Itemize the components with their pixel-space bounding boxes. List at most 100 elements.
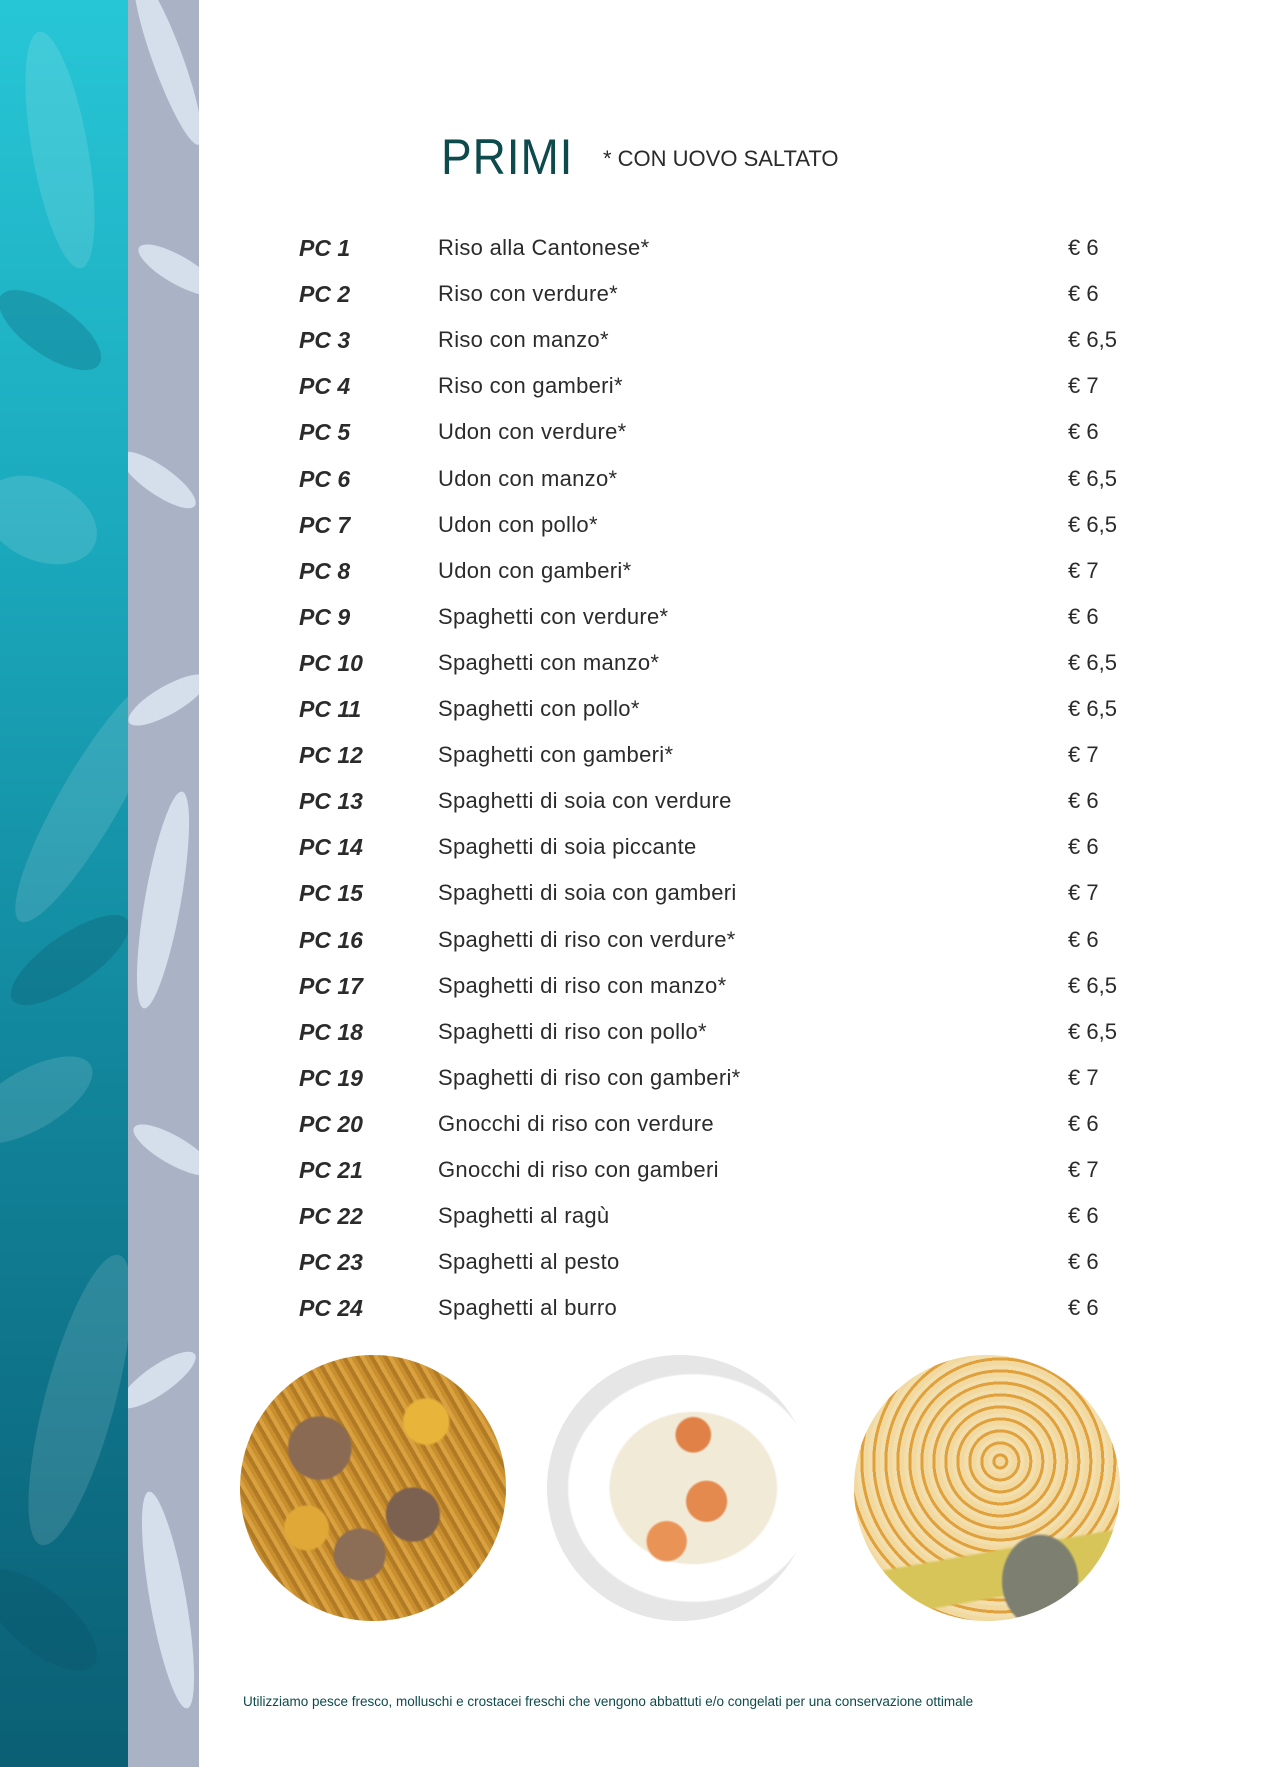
menu-item: PC 24 Spaghetti al burro € 6 (0, 1285, 1282, 1331)
menu-item-name: Spaghetti con pollo* (438, 696, 640, 721)
menu-item: PC 2 Riso con verdure* € 6 (0, 271, 1282, 317)
menu-item-code: PC 1 (299, 235, 351, 261)
menu-item-name: Spaghetti con manzo* (438, 649, 660, 675)
menu-item-price: € 7 (1068, 880, 1099, 906)
menu-item-name: Udon con gamberi* (438, 557, 632, 583)
menu-item: PC 1 Riso alla Cantonese* € 6 (0, 225, 1282, 271)
menu-item-price: € 6,5 (1068, 327, 1117, 353)
menu-item-name: Spaghetti con verdure* (438, 603, 669, 629)
menu-item: PC 12 Spaghetti con gamberi* € 7 (0, 732, 1282, 778)
menu-item-name: Riso con manzo* (438, 327, 609, 353)
menu-item-code: PC 8 (299, 557, 351, 584)
menu-item-code: PC 3 (299, 327, 351, 354)
menu-item-code: PC 18 (299, 1018, 363, 1045)
menu-item-price: € 7 (1068, 1064, 1099, 1090)
menu-item-name: Spaghetti di riso con gamberi* (438, 1064, 741, 1090)
menu-item-price: € 6 (1068, 281, 1099, 307)
menu-item-code: PC 23 (299, 1249, 363, 1276)
menu-item-name: Spaghetti di soia con verdure (438, 788, 732, 814)
dish-photo-udon-seafood (854, 1355, 1120, 1621)
menu-item-price: € 6 (1068, 419, 1099, 445)
menu-item: PC 3 Riso con manzo* € 6,5 (0, 317, 1282, 363)
menu-item-code: PC 4 (299, 373, 351, 400)
decorative-leaf-strip-teal (0, 0, 128, 1767)
menu-item: PC 9 Spaghetti con verdure* € 6 (0, 594, 1282, 640)
menu-item-price: € 6 (1068, 1110, 1099, 1136)
menu-item-name: Udon con verdure* (438, 419, 627, 445)
menu-item: PC 13 Spaghetti di soia con verdure € 6 (0, 778, 1282, 824)
footer-note: Utilizziamo pesce fresco, molluschi e cr… (243, 1694, 974, 1709)
dish-photo-noodles-beef (240, 1355, 506, 1621)
menu-item-price: € 6 (1068, 1249, 1099, 1275)
menu-item-name: Spaghetti al burro (438, 1295, 618, 1321)
menu-item: PC 21 Gnocchi di riso con gamberi € 7 (0, 1147, 1282, 1193)
leaf-pattern-icon (128, 0, 199, 1709)
menu-item: PC 17 Spaghetti di riso con manzo* € 6,5 (0, 963, 1282, 1009)
menu-item: PC 5 Udon con verdure* € 6 (0, 409, 1282, 455)
menu-item-code: PC 11 (299, 696, 362, 722)
menu-item-name: Spaghetti di soia piccante (438, 834, 697, 860)
menu-item-code: PC 16 (299, 926, 363, 953)
menu-item-price: € 6 (1068, 926, 1099, 952)
menu-item-code: PC 21 (299, 1157, 363, 1183)
menu-item-name: Spaghetti al pesto (438, 1249, 620, 1275)
menu-item-code: PC 20 (299, 1110, 363, 1137)
menu-item-code: PC 7 (299, 511, 351, 538)
menu-item-price: € 6 (1068, 235, 1099, 260)
menu-item-name: Gnocchi di riso con gamberi (438, 1157, 719, 1182)
menu-item-name: Udon con manzo* (438, 465, 618, 491)
menu-item: PC 11 Spaghetti con pollo* € 6,5 (0, 686, 1282, 732)
menu-item-price: € 6,5 (1068, 465, 1117, 491)
menu-item-price: € 6 (1068, 788, 1099, 814)
menu-item-price: € 6 (1068, 1203, 1099, 1229)
menu-item: PC 15 Spaghetti di soia con gamberi € 7 (0, 870, 1282, 916)
page-title: PRIMI (441, 129, 574, 185)
menu-item-price: € 7 (1068, 1157, 1099, 1182)
menu-item-code: PC 19 (299, 1064, 363, 1091)
menu-item: PC 23 Spaghetti al pesto € 6 (0, 1239, 1282, 1285)
menu-item-name: Riso con verdure* (438, 281, 618, 307)
leaf-pattern-icon (0, 31, 128, 1671)
menu-item-code: PC 24 (299, 1295, 363, 1322)
menu-item: PC 7 Udon con pollo* € 6,5 (0, 502, 1282, 548)
menu-item-price: € 6,5 (1068, 696, 1117, 721)
menu-item: PC 14 Spaghetti di soia piccante € 6 (0, 824, 1282, 870)
menu-item-name: Spaghetti al ragù (438, 1203, 610, 1229)
menu-item-price: € 7 (1068, 742, 1099, 768)
menu-item: PC 19 Spaghetti di riso con gamberi* € 7 (0, 1055, 1282, 1101)
menu-item-price: € 6,5 (1068, 649, 1117, 675)
menu-item-code: PC 17 (299, 972, 363, 999)
menu-item-name: Riso con gamberi* (438, 373, 623, 399)
menu-item-name: Spaghetti di riso con verdure* (438, 926, 736, 952)
menu-item-price: € 7 (1068, 557, 1099, 583)
menu-item-code: PC 22 (299, 1203, 363, 1230)
menu-item-name: Spaghetti con gamberi* (438, 742, 674, 768)
menu-item-name: Gnocchi di riso con verdure (438, 1110, 714, 1136)
menu-item-code: PC 2 (299, 281, 351, 308)
egg-note: * CON UOVO SALTATO (603, 146, 839, 171)
menu-item-name: Udon con pollo* (438, 511, 598, 537)
menu-item: PC 18 Spaghetti di riso con pollo* € 6,5 (0, 1009, 1282, 1055)
decorative-leaf-strip-grey (128, 0, 199, 1767)
menu-item: PC 16 Spaghetti di riso con verdure* € 6 (0, 917, 1282, 963)
dish-photo-shrimp-gnocchi (547, 1355, 813, 1621)
menu-item-price: € 6 (1068, 1295, 1099, 1321)
menu-item-price: € 6,5 (1068, 511, 1117, 537)
menu-item-name: Spaghetti di riso con manzo* (438, 972, 727, 998)
menu-item-code: PC 5 (299, 419, 351, 446)
menu-item-code: PC 13 (299, 788, 363, 815)
menu-item-code: PC 10 (299, 649, 363, 676)
menu-item: PC 8 Udon con gamberi* € 7 (0, 548, 1282, 594)
menu-item-price: € 6,5 (1068, 1018, 1117, 1044)
menu-item-code: PC 14 (299, 834, 363, 861)
menu-item: PC 22 Spaghetti al ragù € 6 (0, 1193, 1282, 1239)
menu-item: PC 20 Gnocchi di riso con verdure € 6 (0, 1101, 1282, 1147)
menu-item: PC 10 Spaghetti con manzo* € 6,5 (0, 640, 1282, 686)
menu-item-code: PC 15 (299, 880, 363, 907)
menu-item: PC 6 Udon con manzo* € 6,5 (0, 456, 1282, 502)
menu-item-code: PC 9 (299, 603, 351, 630)
menu-item-code: PC 12 (299, 742, 363, 769)
menu-item: PC 4 Riso con gamberi* € 7 (0, 363, 1282, 409)
menu-item-price: € 6,5 (1068, 972, 1117, 998)
menu-item-price: € 7 (1068, 373, 1099, 399)
